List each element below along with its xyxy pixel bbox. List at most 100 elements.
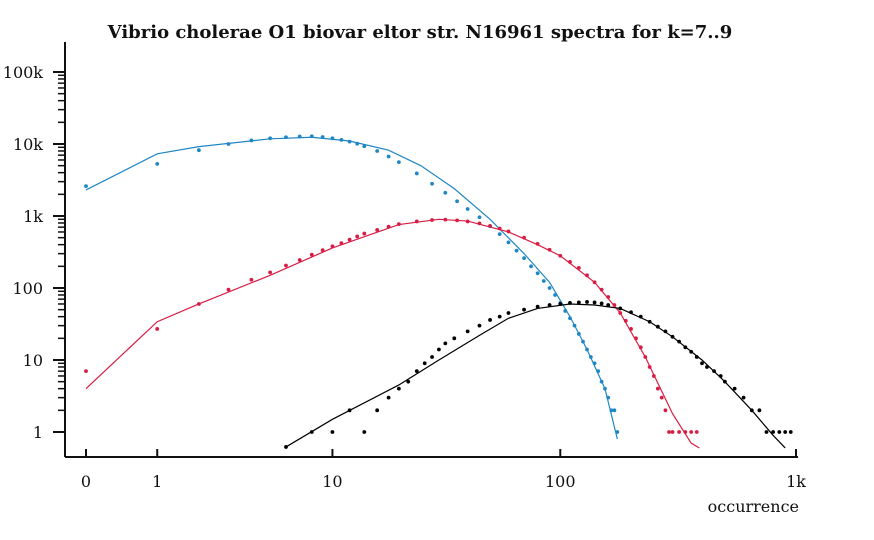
series-2-point-7 [396, 386, 401, 391]
series-2-point-38 [683, 345, 688, 350]
series-0-point-11 [339, 138, 344, 142]
series-1-point-26 [506, 229, 511, 234]
series-1-point-17 [396, 222, 401, 227]
series-2-point-34 [655, 324, 660, 329]
fit-lines [85, 136, 786, 449]
series-1-point-6 [284, 263, 288, 268]
series-1-point-41 [634, 336, 638, 341]
series-1-point-38 [618, 311, 623, 315]
series-1-point-30 [558, 253, 563, 258]
series-1-point-53 [689, 430, 694, 434]
series-2-point-5 [375, 408, 380, 413]
series-2-point-29 [606, 303, 611, 307]
y-axis-tick-label-1: 10 [23, 351, 43, 370]
x-axis-tick-label-4: 1k [786, 472, 806, 491]
series-2-point-16 [477, 323, 482, 328]
series-1-point-14 [362, 231, 367, 236]
series-2-point-12 [437, 347, 441, 352]
series-1-point-46 [655, 386, 660, 391]
series-1-point-18 [414, 219, 419, 224]
series-1-point-23 [477, 221, 482, 226]
series-0-point-49 [615, 430, 620, 434]
series-0-point-45 [603, 386, 607, 391]
series-0-point-22 [465, 207, 470, 211]
series-1-point-40 [629, 327, 633, 331]
axis-ticks: 0 1 10 100 1k 1 10 100 1k 10k 100k [3, 63, 806, 491]
series-2-point-36 [670, 334, 675, 339]
series-0-point-6 [284, 135, 288, 140]
series-2-point-25 [576, 300, 581, 305]
series-1-point-51 [677, 430, 682, 434]
series-2-point-6 [386, 395, 391, 400]
series-2-point-44 [718, 374, 723, 378]
series-2-point-26 [585, 300, 589, 304]
series-1-fit-line [85, 218, 700, 449]
x-axis-tick-label-0: 0 [81, 472, 91, 491]
series-0-point-48 [612, 408, 617, 413]
series-2-point-15 [465, 329, 470, 334]
series-0-point-37 [572, 323, 577, 328]
series-2-point-24 [568, 301, 572, 305]
series-2-point-50 [764, 430, 769, 434]
series-2-point-53 [783, 430, 788, 434]
series-1-point-25 [497, 226, 502, 231]
series-1-point-47 [659, 395, 664, 400]
series-1-point-27 [522, 235, 526, 240]
series-0-point-7 [297, 134, 302, 139]
series-2-point-48 [749, 408, 754, 413]
series-2-point-3 [347, 408, 352, 413]
series-2-point-9 [414, 369, 419, 374]
series-0-point-33 [553, 293, 557, 297]
x-axis-tick-label-3: 100 [545, 472, 576, 491]
series-0-point-39 [581, 339, 585, 344]
series-2-point-20 [522, 307, 526, 312]
series-0-point-5 [268, 136, 273, 141]
series-0-point-46 [606, 395, 611, 400]
series-1-point-9 [320, 248, 325, 253]
series-0-point-17 [396, 160, 401, 165]
series-2-point-23 [558, 302, 563, 306]
series-1-point-21 [455, 218, 459, 223]
series-0-point-30 [535, 271, 540, 276]
series-1-point-10 [330, 244, 335, 249]
series-2-point-10 [422, 361, 427, 366]
series-2-point-47 [741, 395, 746, 400]
series-0-point-47 [609, 408, 614, 413]
series-0-point-36 [568, 316, 572, 321]
series-0-point-3 [226, 142, 231, 146]
series-1-point-16 [386, 224, 391, 229]
y-axis-tick-label-4: 10k [13, 135, 43, 154]
series-2-point-14 [452, 336, 457, 341]
series-2-point-21 [535, 304, 540, 309]
series-0-point-26 [506, 240, 511, 245]
series-1-point-13 [355, 234, 360, 239]
series-1-point-0 [84, 369, 88, 374]
series-1-point-28 [535, 241, 540, 246]
series-0-point-43 [596, 369, 601, 374]
series-2-point-13 [443, 341, 448, 346]
series-1-point-54 [694, 430, 699, 434]
series-2-point-1 [309, 430, 314, 434]
series-1-point-36 [606, 295, 611, 299]
series-0-point-38 [576, 332, 581, 336]
series-0-point-31 [541, 279, 546, 283]
series-0-point-40 [585, 347, 589, 352]
series-2-point-41 [700, 361, 704, 366]
y-axis-tick-label-2: 100 [12, 279, 43, 298]
series-1-point-31 [568, 260, 572, 264]
series-2-point-54 [788, 430, 793, 434]
series-0-point-12 [347, 139, 352, 144]
series-1-point-19 [430, 218, 434, 222]
series-1-point-43 [643, 355, 648, 359]
series-1-point-2 [197, 302, 201, 306]
series-2-point-17 [488, 318, 492, 322]
series-2-fit-line [285, 303, 786, 449]
series-2-point-51 [771, 430, 775, 434]
series-2-point-0 [284, 445, 288, 449]
series-2-point-31 [629, 310, 633, 315]
series-0-point-25 [497, 232, 502, 237]
series-1-point-44 [647, 365, 652, 369]
series-1-point-4 [249, 277, 254, 282]
series-0-point-42 [592, 361, 597, 366]
series-0-point-32 [547, 286, 552, 290]
